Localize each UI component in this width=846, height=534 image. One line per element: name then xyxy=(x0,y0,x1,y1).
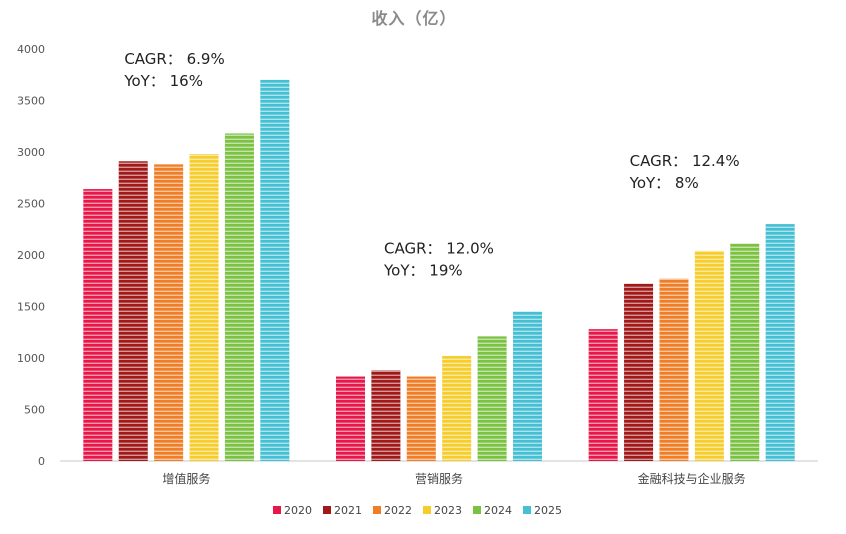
bar-stripes xyxy=(513,311,542,461)
y-tick-label: 3500 xyxy=(17,95,45,108)
y-tick-label: 3000 xyxy=(17,146,45,159)
bar-stripes xyxy=(189,154,219,461)
legend-label: 2024 xyxy=(484,504,512,517)
legend-label: 2023 xyxy=(434,504,462,517)
y-axis: 0 500 1000 1500 2000 2500 3000 3500 4000 xyxy=(17,43,818,468)
annotation-line: YoY： 19% xyxy=(383,262,463,280)
bar-stripes xyxy=(659,278,689,461)
bar-stripes xyxy=(260,79,290,462)
annotations: CAGR： 6.9% YoY： 16% CAGR： 12.0% YoY： 19% CAG… xyxy=(123,50,739,280)
bar-stripes xyxy=(118,161,148,461)
legend-swatch-2023 xyxy=(423,506,431,514)
bar-stripes xyxy=(83,189,113,461)
x-axis: 增值服务 营销服务 金融科技与企业服务 xyxy=(162,471,745,486)
annotation-line: YoY： 8% xyxy=(629,174,699,192)
legend: 2020 2021 2022 2023 2024 2025 xyxy=(273,504,562,517)
legend-swatch-2022 xyxy=(373,506,381,514)
bar-stripes xyxy=(624,283,654,461)
y-tick-label: 2000 xyxy=(17,249,45,262)
category-label: 营销服务 xyxy=(415,471,463,486)
y-tick-label: 1500 xyxy=(17,301,45,314)
bar-stripes xyxy=(765,224,795,461)
bars xyxy=(83,79,795,462)
chart-title: 收入（亿） xyxy=(371,9,456,28)
bar-stripes xyxy=(406,376,436,461)
bar-stripes xyxy=(336,376,365,461)
category-label: 增值服务 xyxy=(162,471,210,486)
bar-stripes xyxy=(442,355,472,461)
legend-swatch-2025 xyxy=(523,506,531,514)
legend-label: 2022 xyxy=(384,504,412,517)
y-tick-label: 1000 xyxy=(17,352,45,365)
annotation-line: CAGR： 6.9% xyxy=(124,50,224,68)
legend-label: 2020 xyxy=(284,504,312,517)
bar-stripes xyxy=(588,329,618,461)
annotation-line: CAGR： 12.4% xyxy=(630,152,740,170)
annotation-line: CAGR： 12.0% xyxy=(384,240,494,258)
legend-label: 2025 xyxy=(534,504,562,517)
legend-label: 2021 xyxy=(334,504,362,517)
y-tick-label: 4000 xyxy=(17,43,45,56)
legend-swatch-2024 xyxy=(473,506,481,514)
legend-swatch-2021 xyxy=(323,506,331,514)
annotation-line: YoY： 16% xyxy=(123,72,203,90)
bar-stripes xyxy=(154,164,184,462)
bar-stripes xyxy=(694,250,724,461)
bar-stripes xyxy=(224,133,254,461)
bar-stripes xyxy=(730,243,760,461)
bar-stripes xyxy=(371,370,401,461)
y-tick-label: 0 xyxy=(38,455,45,468)
y-tick-label: 2500 xyxy=(17,198,45,211)
category-label: 金融科技与企业服务 xyxy=(638,471,746,486)
y-tick-label: 500 xyxy=(24,404,45,417)
bar-stripes xyxy=(477,336,507,461)
legend-swatch-2020 xyxy=(273,506,281,514)
